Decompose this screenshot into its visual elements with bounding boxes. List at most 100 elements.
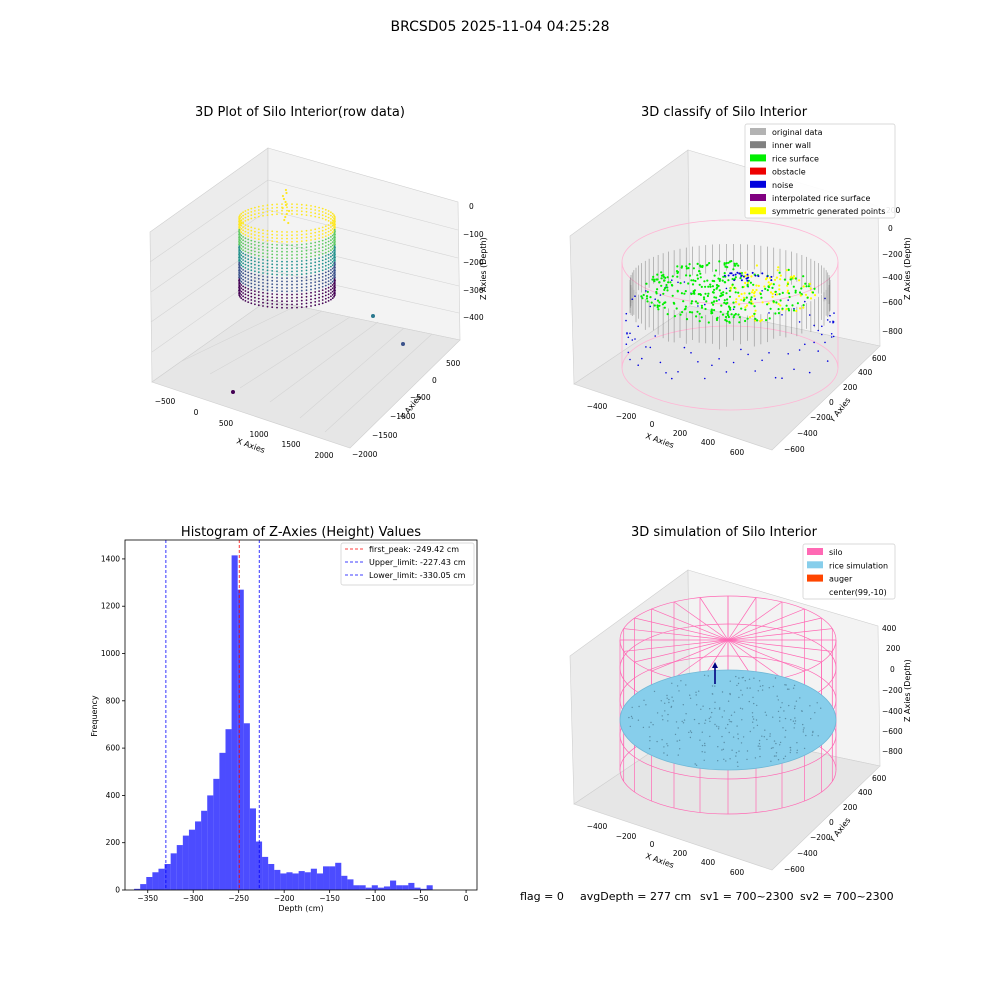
raw-point [300, 213, 303, 216]
classify-surface-point [788, 295, 791, 299]
raw-point [310, 232, 312, 235]
raw-point [240, 267, 243, 270]
raw-point [257, 277, 260, 280]
classify-surface-point [761, 301, 764, 304]
classify-surface-point [676, 275, 679, 278]
raw-point [296, 283, 298, 286]
raw-point [310, 245, 312, 248]
classify-surface-point [760, 296, 763, 299]
raw-point [262, 275, 264, 278]
raw-point [271, 263, 274, 266]
tick-label: 400 [701, 858, 716, 867]
simulation-rice-point [663, 746, 665, 748]
raw-point [238, 248, 241, 251]
histogram-x-axis-label: Depth (cm) [278, 904, 323, 913]
tick-label: 1400 [101, 554, 120, 563]
classify-surface-point [809, 287, 812, 290]
raw-point [250, 262, 253, 265]
raw-point [314, 277, 317, 280]
raw-point [281, 237, 283, 240]
raw-point [333, 224, 335, 226]
raw-point [244, 247, 247, 250]
raw-point [286, 264, 288, 266]
raw-point [300, 270, 303, 272]
raw-point [242, 272, 245, 275]
raw-point [247, 297, 250, 300]
raw-point [324, 212, 327, 215]
simulation-rice-point [704, 742, 706, 745]
simulation-rice-point [676, 685, 679, 687]
histogram-bar [158, 868, 165, 890]
classify-surface-point [713, 288, 716, 291]
legend-swatch [750, 207, 766, 215]
classify-surface-point [781, 307, 784, 310]
simulation-rice-point [746, 750, 749, 752]
classify-surface-point [744, 281, 747, 285]
raw-point [247, 251, 250, 254]
classify-surface-point [699, 276, 702, 279]
classify-surface-point [804, 282, 807, 285]
raw-point [324, 264, 327, 267]
raw-point [324, 225, 327, 228]
raw-point [334, 293, 336, 295]
raw-point [244, 283, 247, 286]
classify-surface-point [660, 271, 663, 274]
raw-point [300, 233, 303, 236]
classify-noise-point [637, 325, 639, 328]
raw-point [333, 281, 336, 284]
raw-point [257, 297, 260, 300]
raw-point [254, 227, 256, 230]
raw-point [262, 262, 264, 264]
raw-point [300, 289, 303, 292]
raw-point [242, 211, 245, 214]
classify-surface-point [695, 315, 698, 318]
simulation-rice-point [783, 757, 785, 760]
raw-point [321, 295, 324, 298]
raw-point [254, 283, 256, 286]
classify-surface-point [713, 274, 716, 277]
histogram-bar [146, 876, 153, 890]
tick-label: 0 [432, 376, 437, 385]
raw-point [240, 212, 243, 215]
classify-surface-point [653, 304, 656, 307]
raw-point [286, 277, 288, 280]
classify-surface-point [646, 300, 649, 303]
classify-surface-point [669, 281, 672, 284]
raw-point [244, 230, 247, 233]
simulation-rice-point [688, 731, 690, 734]
classify-surface-point [787, 292, 791, 295]
tick-label: 1200 [101, 602, 120, 611]
histogram-bar [365, 887, 372, 890]
classify-noise-point [770, 275, 773, 278]
histogram-bar [408, 882, 415, 890]
raw-point [254, 260, 256, 263]
raw-point [238, 293, 240, 295]
raw-point [334, 227, 336, 229]
classify-surface-point [739, 277, 742, 280]
raw-point [262, 282, 264, 284]
raw-point [254, 263, 256, 266]
classify-surface-point [750, 275, 753, 278]
classify-surface-point [766, 289, 769, 292]
histogram-bar [341, 875, 348, 890]
raw-point [324, 271, 327, 274]
classify-noise-point [625, 319, 627, 322]
classify-surface-point [655, 278, 658, 281]
simulation-rice-point [668, 701, 670, 704]
classify-surface-point [661, 303, 665, 306]
raw-point [321, 226, 324, 229]
raw-point [321, 262, 324, 265]
raw-point [314, 235, 317, 237]
simulation-rice-point [775, 755, 777, 757]
raw-point [238, 236, 240, 239]
classify-surface-point [662, 292, 665, 295]
raw-point [286, 244, 288, 247]
raw-point [242, 295, 245, 298]
raw-point [327, 240, 330, 243]
classify-noise-point [830, 333, 833, 335]
simulation-rice-point [759, 748, 761, 750]
raw-point [296, 257, 298, 259]
raw-point [276, 280, 278, 283]
raw-point [300, 260, 303, 262]
